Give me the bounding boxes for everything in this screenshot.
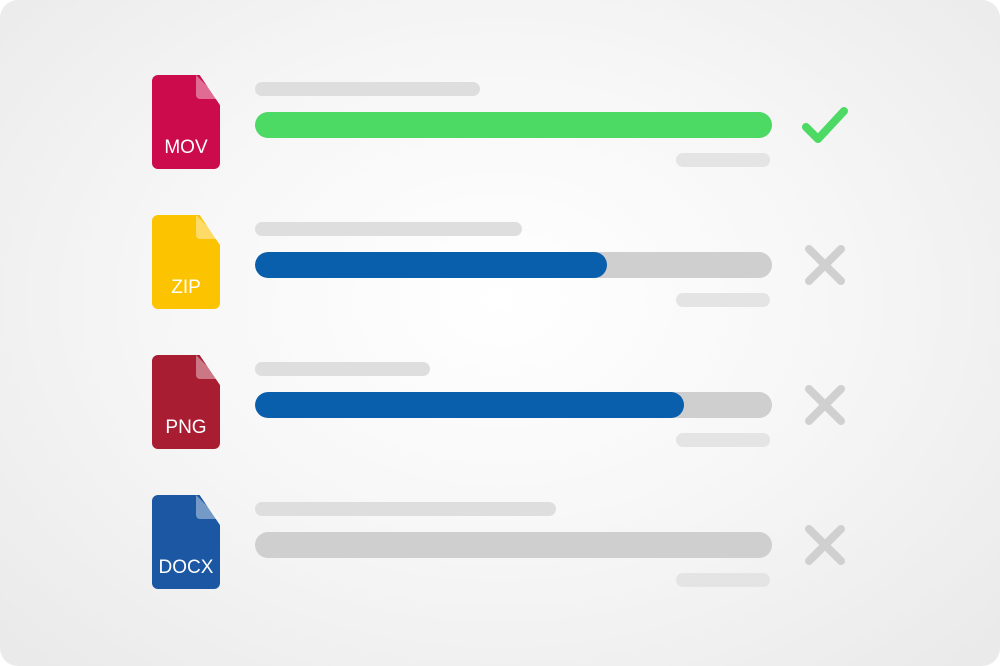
file-icon xyxy=(152,355,220,449)
upload-item: ZIP xyxy=(0,215,1000,315)
progress-fill xyxy=(255,112,772,138)
size-placeholder xyxy=(676,433,770,447)
filename-placeholder xyxy=(255,222,522,236)
progress-fill xyxy=(255,252,607,278)
file-fold-icon xyxy=(196,495,220,519)
cancel-x-icon[interactable] xyxy=(800,243,850,289)
progress-bar xyxy=(255,392,772,418)
file-icon xyxy=(152,215,220,309)
progress-bar xyxy=(255,112,772,138)
filename-placeholder xyxy=(255,502,556,516)
cancel-x-icon[interactable] xyxy=(800,383,850,429)
file-icon xyxy=(152,495,220,589)
filename-placeholder xyxy=(255,82,480,96)
file-type-label: DOCX xyxy=(158,557,214,578)
check-icon xyxy=(800,103,850,149)
size-placeholder xyxy=(676,153,770,167)
file-type-label: MOV xyxy=(164,137,208,158)
filename-placeholder xyxy=(255,362,430,376)
file-fold-icon xyxy=(196,215,220,239)
progress-bar xyxy=(255,532,772,558)
cancel-x-icon[interactable] xyxy=(800,523,850,569)
progress-bar xyxy=(255,252,772,278)
progress-fill xyxy=(255,392,685,418)
upload-item: MOV xyxy=(0,75,1000,175)
file-type-label: PNG xyxy=(165,417,207,438)
file-type-label: ZIP xyxy=(171,277,201,298)
size-placeholder xyxy=(676,293,770,307)
size-placeholder xyxy=(676,573,770,587)
file-fold-icon xyxy=(196,355,220,379)
file-icon xyxy=(152,75,220,169)
upload-item: PNG xyxy=(0,355,1000,455)
upload-item: DOCX xyxy=(0,495,1000,595)
